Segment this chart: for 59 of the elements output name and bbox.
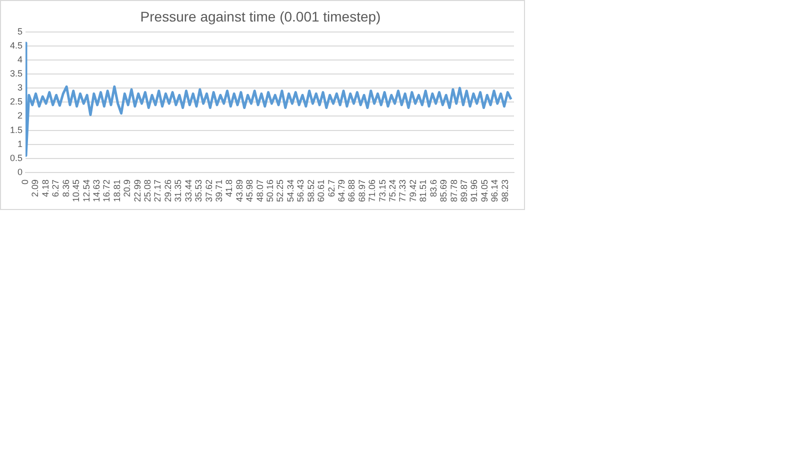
- x-tick-label: 14.63: [91, 179, 102, 202]
- y-tick-label: 5: [17, 26, 23, 36]
- x-tick-label: 33.44: [183, 179, 194, 202]
- x-tick-label: 41.8: [224, 179, 234, 198]
- x-tick-label: 60.61: [316, 179, 326, 202]
- x-tick-label: 50.16: [265, 179, 276, 202]
- x-tick-label: 87.78: [448, 179, 459, 202]
- x-tick-label: 79.42: [408, 179, 418, 202]
- x-tick-label: 75.24: [388, 179, 398, 202]
- x-tick-label: 54.34: [285, 179, 296, 202]
- y-tick-label: 1: [17, 138, 23, 149]
- x-tick-label: 73.15: [377, 179, 388, 202]
- y-tick-label: 0.5: [10, 152, 23, 163]
- x-tick-label: 22.99: [132, 179, 142, 202]
- x-tick-label: 83.6: [428, 179, 438, 198]
- x-tick-label: 4.18: [40, 179, 50, 198]
- x-tick-label: 16.72: [102, 179, 112, 202]
- x-tick-label: 39.71: [214, 179, 224, 202]
- y-tick-label: 4.5: [10, 40, 23, 50]
- y-tick-label: 3: [17, 82, 23, 93]
- x-tick-label: 27.17: [152, 179, 163, 202]
- y-tick-label: 2.5: [10, 96, 23, 107]
- x-tick-label: 58.52: [306, 179, 316, 202]
- x-tick-label: 8.36: [60, 179, 71, 198]
- x-tick-label: 48.07: [254, 179, 265, 202]
- x-tick-label: 96.14: [490, 179, 500, 202]
- x-tick-label: 25.08: [142, 179, 153, 202]
- x-tick-label: 66.88: [346, 179, 357, 202]
- x-tick-label: 12.54: [81, 179, 92, 202]
- y-tick-label: 4: [17, 54, 23, 64]
- x-tick-label: 31.35: [173, 179, 184, 202]
- x-tick-label: 20.9: [122, 179, 132, 198]
- x-tick-label: 94.05: [479, 179, 490, 202]
- x-tick-label: 62.7: [326, 179, 336, 198]
- x-tick-label: 81.51: [418, 179, 428, 202]
- x-tick-label: 71.06: [367, 179, 378, 202]
- x-tick-label: 18.81: [112, 179, 122, 202]
- x-tick-label: 37.62: [204, 179, 214, 202]
- x-tick-label: 35.53: [194, 179, 204, 202]
- x-tick-label: 52.25: [275, 179, 286, 202]
- y-tick-label: 0: [17, 166, 23, 177]
- x-tick-label: 43.89: [234, 179, 244, 202]
- y-tick-label: 1.5: [10, 124, 23, 135]
- x-tick-label: 85.69: [438, 179, 449, 202]
- x-tick-label: 29.26: [162, 179, 173, 202]
- x-tick-label: 6.27: [50, 179, 61, 198]
- x-tick-label: 2.09: [30, 179, 40, 198]
- x-tick-label: 91.96: [469, 179, 480, 202]
- x-tick-label: 10.45: [71, 179, 82, 202]
- x-tick-label: 98.23: [500, 179, 510, 202]
- x-tick-label: 56.43: [296, 179, 306, 202]
- y-tick-label: 2: [17, 110, 23, 121]
- chart-title: Pressure against time (0.001 timestep): [140, 8, 381, 24]
- y-tick-label: 3.5: [10, 68, 23, 78]
- x-tick-label: 45.98: [244, 179, 255, 202]
- x-tick-label: 89.87: [459, 179, 469, 202]
- x-tick-label: 64.79: [336, 179, 346, 202]
- x-tick-label: 77.33: [398, 179, 408, 202]
- x-tick-label: 68.97: [356, 179, 367, 202]
